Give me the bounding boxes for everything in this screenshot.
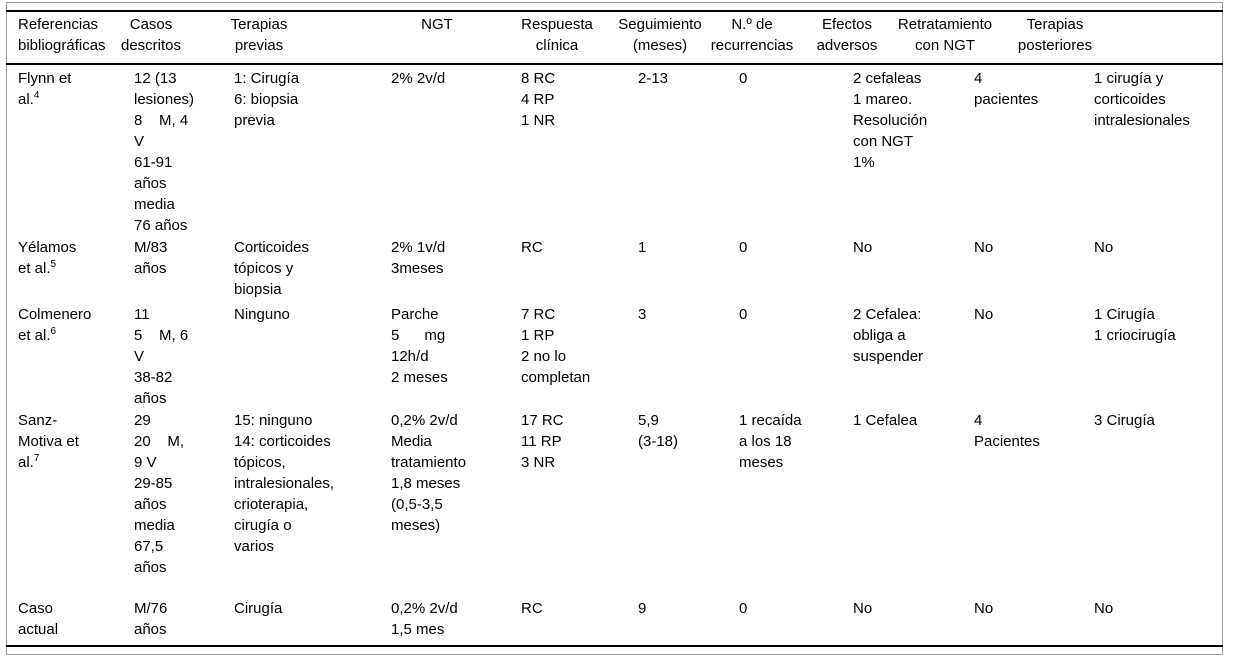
cell-terapias-previas: Ninguno bbox=[234, 306, 290, 323]
column-header-seguimiento: Seguimiento (meses) bbox=[618, 16, 702, 54]
cell-terapias-posteriores: 3 Cirugía bbox=[1094, 412, 1155, 429]
cell-retratamiento: 4 Pacientes bbox=[974, 412, 1040, 450]
cell-recurrencias: 1 recaída a los 18 meses bbox=[739, 412, 802, 471]
column-header-posteriores: Terapias posteriores bbox=[1017, 16, 1093, 54]
cell-retratamiento: No bbox=[974, 600, 994, 617]
cell-referencia: Yélamos et al.5 bbox=[18, 237, 76, 279]
column-header-retratamiento: Retratamiento con NGT bbox=[897, 16, 993, 54]
cell-terapias-previas: Cirugía bbox=[234, 600, 283, 617]
cell-casos-descritos: 29 20 M, 9 V 29-85 años media 67,5 años bbox=[134, 412, 185, 576]
cell-terapias-posteriores: No bbox=[1094, 600, 1114, 617]
column-header-referencias: Referencias bibliográficas bbox=[18, 16, 106, 54]
cell-efectos-adversos: 2 cefaleas 1 mareo. Resolución con NGT 1… bbox=[853, 70, 928, 171]
cell-efectos-adversos: 2 Cefalea: obliga a suspender bbox=[853, 306, 924, 365]
cell-terapias-posteriores: 1 cirugía y corticoides intralesionales bbox=[1094, 70, 1190, 129]
cell-casos-descritos: 11 5 M, 6 V 38-82 años bbox=[134, 306, 189, 407]
cell-recurrencias: 0 bbox=[739, 70, 748, 87]
cell-recurrencias: 0 bbox=[739, 600, 748, 617]
cell-ngt: 2% 2v/d bbox=[391, 70, 446, 87]
table-row: Colmenero et al.6 11 5 M, 6 V 38-82 años… bbox=[0, 304, 1238, 410]
cell-efectos-adversos: No bbox=[853, 600, 873, 617]
cell-recurrencias: 0 bbox=[739, 306, 748, 323]
cell-ngt: 0,2% 2v/d 1,5 mes bbox=[391, 600, 458, 638]
cell-terapias-previas: Corticoides tópicos y biopsia bbox=[234, 239, 310, 298]
table-bottom-rule bbox=[6, 645, 1223, 647]
cell-seguimiento: 9 bbox=[638, 600, 647, 617]
reference-text: Caso actual bbox=[18, 600, 59, 638]
cell-referencia: Flynn et al.4 bbox=[18, 68, 71, 110]
cell-casos-descritos: 12 (13 lesiones) 8 M, 4 V 61-91 años med… bbox=[134, 70, 195, 234]
cell-seguimiento: 3 bbox=[638, 306, 647, 323]
cell-casos-descritos: M/76 años bbox=[134, 600, 168, 638]
cell-respuesta-clinica: 7 RC 1 RP 2 no lo completan bbox=[521, 306, 591, 386]
reference-superscript: 5 bbox=[50, 259, 57, 270]
table-row: Yélamos et al.5 M/83 años Corticoides tó… bbox=[0, 237, 1238, 304]
cell-retratamiento: No bbox=[974, 306, 994, 323]
cell-recurrencias: 0 bbox=[739, 239, 748, 256]
reference-text: Colmenero et al. bbox=[18, 306, 92, 344]
cell-referencia: Colmenero et al.6 bbox=[18, 304, 91, 346]
reference-text: Sanz- Motiva et al. bbox=[18, 412, 79, 471]
reference-text: Flynn et al. bbox=[18, 70, 72, 108]
column-header-efectos: Efectos adversos bbox=[816, 16, 878, 54]
column-header-terapias-previas: Terapias previas bbox=[230, 16, 288, 54]
reference-superscript: 4 bbox=[33, 90, 40, 101]
cell-respuesta-clinica: RC bbox=[521, 239, 543, 256]
cell-ngt: 2% 1v/d 3meses bbox=[391, 239, 446, 277]
cell-efectos-adversos: No bbox=[853, 239, 873, 256]
column-header-ngt: NGT bbox=[421, 16, 453, 33]
cell-respuesta-clinica: RC bbox=[521, 600, 543, 617]
reference-text: Yélamos et al. bbox=[18, 239, 77, 277]
cell-terapias-previas: 15: ninguno 14: corticoides tópicos, int… bbox=[234, 412, 335, 555]
table-top-rule bbox=[6, 10, 1223, 12]
column-header-recurrencias: N.º de recurrencias bbox=[710, 16, 794, 54]
cell-respuesta-clinica: 17 RC 11 RP 3 NR bbox=[521, 412, 564, 471]
table-frame bbox=[6, 2, 1223, 655]
cell-referencia: Caso actual bbox=[18, 598, 58, 640]
cell-terapias-posteriores: No bbox=[1094, 239, 1114, 256]
reference-superscript: 6 bbox=[50, 326, 57, 337]
cell-retratamiento: No bbox=[974, 239, 994, 256]
reference-superscript: 7 bbox=[33, 453, 40, 464]
table-row: Flynn et al.4 12 (13 lesiones) 8 M, 4 V … bbox=[0, 68, 1238, 237]
cell-respuesta-clinica: 8 RC 4 RP 1 NR bbox=[521, 70, 556, 129]
cell-terapias-posteriores: 1 Cirugía 1 criocirugía bbox=[1094, 306, 1176, 344]
cell-seguimiento: 2-13 bbox=[638, 70, 669, 87]
table-row: Sanz- Motiva et al.7 29 20 M, 9 V 29-85 … bbox=[0, 410, 1238, 598]
cell-retratamiento: 4 pacientes bbox=[974, 70, 1039, 108]
cell-referencia: Sanz- Motiva et al.7 bbox=[18, 410, 79, 473]
cell-ngt: 0,2% 2v/d Media tratamiento 1,8 meses (0… bbox=[391, 412, 467, 534]
table-header-rule bbox=[6, 63, 1223, 65]
cell-seguimiento: 1 bbox=[638, 239, 647, 256]
column-header-casos: Casos descritos bbox=[120, 16, 182, 54]
cell-terapias-previas: 1: Cirugía 6: biopsia previa bbox=[234, 70, 300, 129]
cell-seguimiento: 5,9 (3-18) bbox=[638, 412, 679, 450]
cell-efectos-adversos: 1 Cefalea bbox=[853, 412, 918, 429]
cell-casos-descritos: M/83 años bbox=[134, 239, 168, 277]
column-header-respuesta: Respuesta clínica bbox=[521, 16, 593, 54]
table-row: Caso actual M/76 años Cirugía 0,2% 2v/d … bbox=[0, 598, 1238, 645]
cell-ngt: Parche 5 mg 12h/d 2 meses bbox=[391, 306, 448, 386]
